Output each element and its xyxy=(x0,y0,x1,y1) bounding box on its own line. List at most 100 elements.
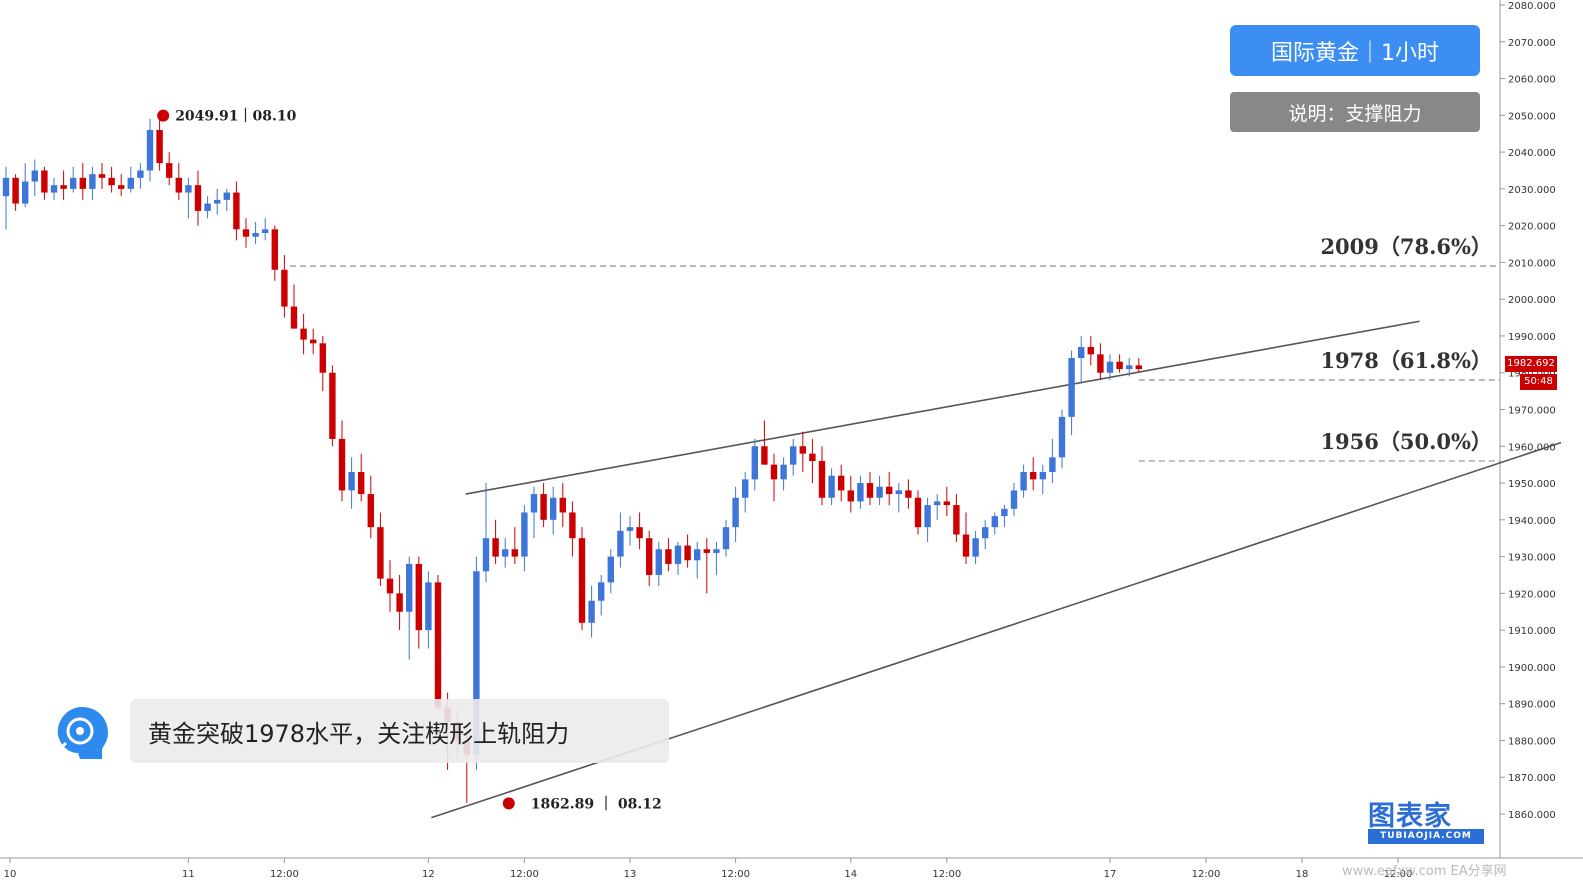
candle-body xyxy=(22,181,29,204)
candle-body xyxy=(1087,346,1094,355)
candle-body xyxy=(41,170,48,193)
x-tick-label: 13 xyxy=(624,869,637,880)
candle-body xyxy=(367,494,374,528)
y-tick-label: 2040.000 xyxy=(1508,148,1556,159)
candle-body xyxy=(530,494,538,513)
candle-body xyxy=(1001,508,1008,517)
candle-body xyxy=(108,177,115,186)
candle-body xyxy=(713,549,720,553)
candle-body xyxy=(415,563,422,631)
x-tick-label: 12:00 xyxy=(1384,869,1413,880)
candle-body xyxy=(646,538,653,575)
x-tick-label: 12:00 xyxy=(510,869,539,880)
candle-body xyxy=(137,170,144,178)
x-tick-label: 12:00 xyxy=(270,869,299,880)
x-tick-label: 12:00 xyxy=(1192,869,1221,880)
x-tick-label: 12:00 xyxy=(932,869,961,880)
brand-logo: 图表家 xyxy=(1368,801,1452,832)
candle-body xyxy=(866,483,874,498)
candle-body xyxy=(780,464,787,480)
candle-body xyxy=(262,229,269,233)
current-price-tag: 1982.692 xyxy=(1505,356,1557,372)
candle-body xyxy=(751,446,758,480)
x-tick-label: 14 xyxy=(844,869,857,880)
y-tick-label: 1890.000 xyxy=(1508,700,1556,711)
candle-body xyxy=(684,545,691,561)
candle-body xyxy=(233,192,240,230)
candle-body xyxy=(290,306,298,329)
x-tick-label: 17 xyxy=(1104,869,1117,880)
y-tick-label: 1960.000 xyxy=(1508,442,1556,453)
candle-body xyxy=(962,534,970,557)
y-tick-label: 1950.000 xyxy=(1508,479,1556,490)
candle-body xyxy=(502,549,509,557)
x-tick-label: 12:00 xyxy=(721,869,750,880)
candle-body xyxy=(194,185,202,211)
candle-body xyxy=(982,527,989,539)
y-tick-label: 1920.000 xyxy=(1508,589,1556,600)
candle-body xyxy=(1116,361,1123,370)
candle-body xyxy=(665,549,672,564)
candle-body xyxy=(540,494,547,520)
candle-body xyxy=(626,527,634,531)
candle-body xyxy=(204,203,211,211)
candle-body xyxy=(12,177,19,204)
high-marker xyxy=(157,109,170,122)
candle-body xyxy=(857,483,864,502)
candle-body xyxy=(550,497,557,520)
candle-body xyxy=(118,185,125,189)
candle-body xyxy=(271,229,278,270)
level-label: 1978（61.8%） xyxy=(1320,348,1492,373)
candle-body xyxy=(377,527,384,579)
y-tick-label: 2080.000 xyxy=(1508,1,1556,12)
y-tick-label: 2060.000 xyxy=(1508,75,1556,86)
candle-body xyxy=(828,475,835,498)
candle-body xyxy=(818,460,826,498)
candle-body xyxy=(2,177,10,197)
candle-body xyxy=(1068,358,1075,417)
candle-body xyxy=(127,177,134,189)
candle-body xyxy=(655,549,662,575)
candle-body xyxy=(617,530,624,557)
candle-body xyxy=(1097,354,1104,373)
candle-body xyxy=(636,527,643,539)
candle-body xyxy=(1126,365,1133,370)
candle-body xyxy=(924,505,931,528)
candle-body xyxy=(60,185,67,189)
candle-body xyxy=(914,497,922,528)
candle-body xyxy=(1058,416,1066,458)
candle-body xyxy=(578,538,586,623)
candle-body xyxy=(1030,472,1037,480)
candle-body xyxy=(482,538,490,572)
candle-body xyxy=(425,582,432,631)
candle-body xyxy=(348,472,355,491)
candle-body xyxy=(1010,490,1018,509)
candle-body xyxy=(300,328,307,340)
y-tick-label: 1900.000 xyxy=(1508,663,1556,674)
x-tick-label: 11 xyxy=(182,869,195,880)
candle-body xyxy=(281,269,288,307)
y-tick-label: 1990.000 xyxy=(1508,332,1556,343)
candle-body xyxy=(50,185,58,193)
candle-body xyxy=(770,464,778,480)
y-tick-label: 1870.000 xyxy=(1508,773,1556,784)
candle-body xyxy=(406,563,413,612)
low-marker xyxy=(502,797,515,810)
candle-body xyxy=(598,582,605,601)
candle-body xyxy=(1039,472,1046,480)
level-label: 1956（50.0%） xyxy=(1320,429,1492,454)
candle-body xyxy=(329,372,336,439)
candle-body xyxy=(694,549,701,561)
high-label: 2049.91｜08.10 xyxy=(175,108,296,125)
y-tick-label: 1970.000 xyxy=(1508,406,1556,417)
candle-body xyxy=(175,177,182,193)
candle-body xyxy=(953,505,960,535)
robot-head-icon xyxy=(57,707,108,759)
candle-body xyxy=(70,177,77,189)
candle-body xyxy=(722,527,730,550)
y-tick-label: 1860.000 xyxy=(1508,810,1556,821)
candle-body xyxy=(1078,346,1085,359)
candle-body xyxy=(185,185,192,193)
candle-body xyxy=(799,446,806,454)
low-label: 1862.89 ｜ 08.12 xyxy=(531,795,662,812)
